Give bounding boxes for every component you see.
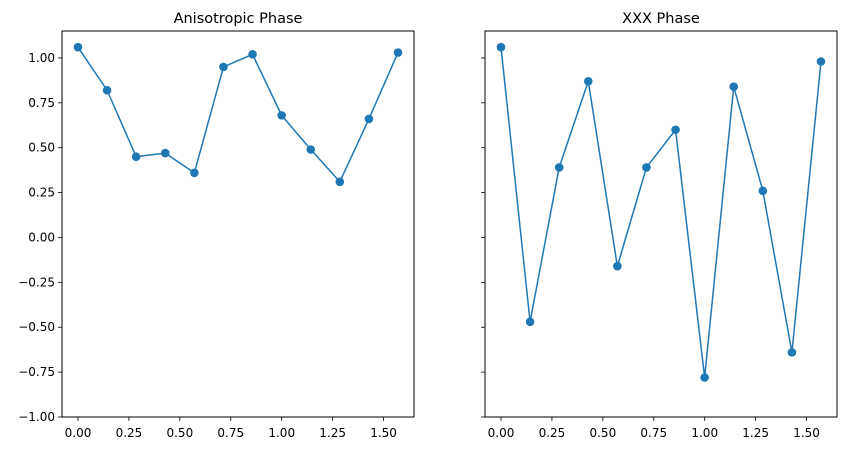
plot-marks [73, 42, 403, 187]
data-point [583, 76, 593, 86]
data-point [160, 148, 170, 158]
x-tick-label: 1.00 [691, 426, 718, 440]
x-tick-label: 1.50 [793, 426, 820, 440]
data-point [364, 114, 374, 124]
series-line [500, 47, 822, 379]
data-point [671, 125, 680, 135]
y-axis-ticks [481, 57, 485, 418]
data-point [248, 50, 257, 59]
axes-frame [61, 30, 415, 418]
x-tick-label: 0.25 [116, 426, 143, 440]
y-tick-label: −0.75 [18, 365, 55, 379]
y-axis-ticks: −1.00 −0.75 −0.50 −0.25 0.00 0.25 0.50 0.75 1.00 [18, 51, 62, 424]
y-tick-label: 1.00 [28, 51, 55, 65]
y-tick-label: 0.25 [28, 186, 55, 200]
data-point [306, 145, 316, 154]
x-axis-ticks: 0.00 0.25 0.50 0.75 1.00 1.25 1.50 [65, 417, 397, 440]
x-tick-label: 0.25 [539, 426, 566, 440]
data-point [554, 163, 564, 172]
data-point [393, 48, 403, 57]
data-point [335, 177, 345, 187]
x-tick-label: 0.75 [640, 426, 667, 440]
y-tick-label: −0.25 [18, 275, 55, 289]
x-tick-label: 1.00 [268, 426, 295, 440]
y-tick-label: 0.50 [28, 141, 55, 155]
data-point [102, 85, 112, 95]
data-point [277, 111, 286, 120]
y-tick-label: −0.50 [18, 320, 55, 334]
x-tick-label: 0.75 [217, 426, 244, 440]
data-point [73, 42, 83, 52]
data-point [219, 62, 228, 72]
xxx-phase-plot: XXX Phase 0.00 0.25 0.50 0.75 1.00 1.25 1.50 [481, 11, 838, 440]
x-tick-label: 1.25 [742, 426, 769, 440]
data-point [496, 42, 506, 52]
data-point [642, 163, 651, 172]
data-point [613, 261, 622, 271]
series-line [77, 46, 399, 183]
data-point [816, 57, 826, 66]
x-tick-label: 1.25 [319, 426, 346, 440]
y-tick-label: 0.00 [28, 230, 55, 244]
x-axis-ticks: 0.00 0.25 0.50 0.75 1.00 1.25 1.50 [488, 417, 820, 440]
x-tick-label: 0.50 [166, 426, 193, 440]
anisotropic-phase-plot: Anisotropic Phase 0.00 0.25 0.50 0.75 1.00 1.… [18, 11, 415, 440]
data-point [758, 186, 768, 196]
data-point [787, 348, 797, 357]
axes-frame [484, 30, 838, 418]
data-point [131, 152, 141, 161]
data-point [700, 373, 709, 382]
x-tick-label: 0.00 [65, 426, 92, 440]
x-tick-label: 0.00 [488, 426, 515, 440]
x-tick-label: 0.50 [589, 426, 616, 440]
data-point [525, 317, 535, 327]
data-point [190, 168, 199, 178]
plot-marks [496, 42, 826, 382]
plot-title: Anisotropic Phase [174, 11, 303, 27]
plot-title: XXX Phase [622, 11, 700, 27]
data-point [729, 82, 739, 91]
y-tick-label: −1.00 [18, 410, 55, 424]
x-tick-label: 1.50 [370, 426, 397, 440]
y-tick-label: 0.75 [28, 96, 55, 110]
